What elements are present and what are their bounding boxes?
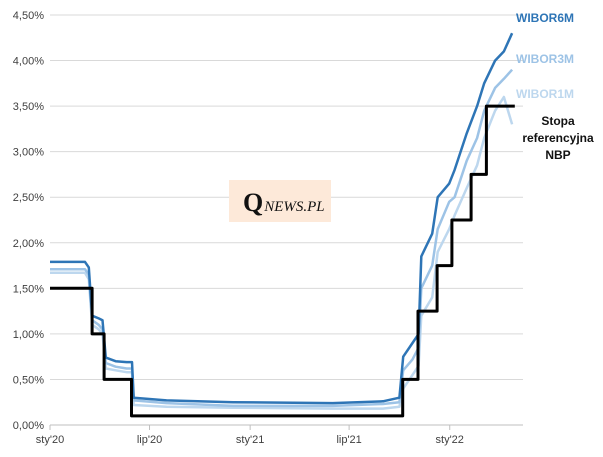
axis-layer: 0,00% 0,50% 1,00% 1,50% 2,00% 2,50% 3,00% 3,50%… xyxy=(13,10,523,446)
x-tick-label: lip'21 xyxy=(336,434,361,446)
x-tick-label: sty'22 xyxy=(436,434,464,446)
y-tick-label: 2,00% xyxy=(13,238,44,250)
series-line-stopa-referencyjna-nbp xyxy=(50,104,515,418)
y-tick-label: 3,00% xyxy=(13,147,44,159)
label-layer: WIBOR6M WIBOR3M WIBOR1M Stopa referencyjna NB… xyxy=(516,11,594,162)
watermark-background xyxy=(229,180,331,222)
y-tick-label: 1,00% xyxy=(13,329,44,341)
series-line-wibor3m xyxy=(50,68,514,408)
series-label-stopa-referencyjna-nbp: Stopa referencyjna NBP xyxy=(522,114,594,162)
y-tick-label: 4,00% xyxy=(13,56,44,68)
y-tick-label: 4,50% xyxy=(13,10,44,22)
y-tick-label: 0,00% xyxy=(13,420,44,432)
series-label-line: referencyjna xyxy=(522,131,594,145)
x-tick-label: sty'20 xyxy=(36,434,64,446)
y-tick-label: 3,50% xyxy=(13,101,44,113)
x-tick-label: lip'20 xyxy=(137,434,162,446)
watermark-rest: NEWS.PL xyxy=(263,199,324,215)
watermark-text: QNEWS.PL xyxy=(243,188,325,217)
series-label-line: NBP xyxy=(545,148,570,162)
y-tick-label: 1,50% xyxy=(13,283,44,295)
series-label-line: Stopa xyxy=(541,114,575,128)
x-tick-label: sty'21 xyxy=(236,434,264,446)
y-tick-label: 2,50% xyxy=(13,192,44,204)
qnews-watermark: QNEWS.PL xyxy=(229,180,331,222)
series-label-wibor6m: WIBOR6M xyxy=(516,11,574,25)
series-label-wibor3m: WIBOR3M xyxy=(516,52,574,66)
series-layer xyxy=(50,32,515,418)
series-line-wibor6m xyxy=(50,32,514,405)
watermark-first-letter: Q xyxy=(243,188,263,217)
series-label-wibor1m: WIBOR1M xyxy=(516,87,574,101)
y-tick-label: 0,50% xyxy=(13,374,44,386)
